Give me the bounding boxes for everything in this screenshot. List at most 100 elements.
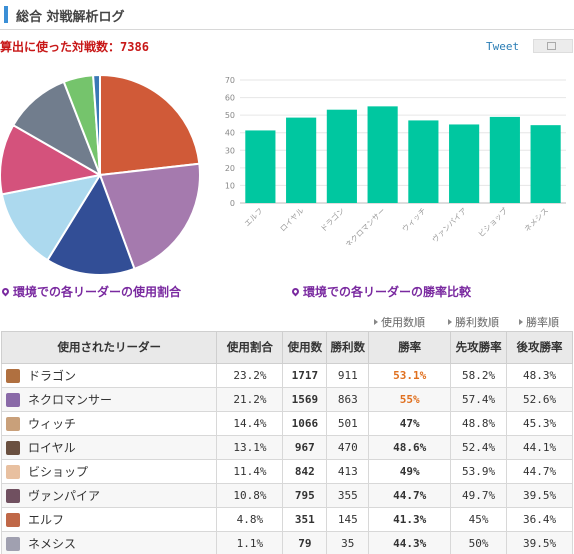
- bar: [489, 116, 520, 203]
- x-tick-label: ロイヤル: [278, 206, 306, 234]
- sort-label: 勝利数順: [455, 316, 499, 329]
- rate-cell: 53.1%: [368, 363, 452, 388]
- col-wins: 勝利数: [326, 331, 370, 364]
- second-rate-cell: 48.3%: [506, 363, 573, 388]
- second-rate-cell: 39.5%: [506, 531, 573, 554]
- x-tick-label: ネクロマンサー: [344, 206, 387, 245]
- wins-cell: 35: [326, 531, 370, 554]
- y-tick-label: 10: [225, 181, 235, 190]
- wins-cell: 863: [326, 387, 370, 412]
- rate-cell: 55%: [368, 387, 452, 412]
- leader-avatar: [6, 441, 20, 455]
- table-row: ビショップ 11.4% 842 413 49% 53.9% 44.7%: [0, 459, 573, 484]
- second-rate-cell: 44.1%: [506, 435, 573, 460]
- pie-slice: [0, 173, 103, 262]
- second-rate-cell: 52.6%: [506, 387, 573, 412]
- bar: [530, 125, 561, 203]
- leader-avatar: [6, 465, 20, 479]
- sort-by-wins[interactable]: 勝利数順: [448, 314, 499, 330]
- col-second-rate: 後攻勝率: [506, 331, 573, 364]
- tweet-link[interactable]: Tweet: [486, 40, 520, 53]
- x-tick-label: ネメシス: [522, 206, 550, 234]
- wins-cell: 501: [326, 411, 370, 436]
- table-row: ヴァンパイア 10.8% 795 355 44.7% 49.7% 39.5%: [0, 483, 573, 508]
- bar: [326, 109, 357, 203]
- share-cell: 10.8%: [216, 483, 284, 508]
- col-leader: 使用されたリーダー: [0, 331, 218, 364]
- leader-name: ネクロマンサー: [28, 393, 113, 407]
- used-cell: 79: [282, 531, 328, 554]
- rate-cell: 44.3%: [368, 531, 452, 554]
- map-pin-icon: [290, 286, 301, 297]
- share-cell: 21.2%: [216, 387, 284, 412]
- sort-label: 使用数順: [381, 316, 425, 329]
- pie-slice: [11, 80, 102, 178]
- triangle-right-icon: [374, 319, 378, 325]
- leader-cell[interactable]: ネクロマンサー: [0, 387, 218, 412]
- bar: [367, 106, 398, 203]
- table-row: ウィッチ 14.4% 1066 501 47% 48.8% 45.3%: [0, 411, 573, 436]
- leader-name: ロイヤル: [28, 441, 76, 455]
- document-icon: [547, 42, 556, 50]
- leader-name: エルフ: [28, 513, 65, 527]
- bar: [245, 130, 276, 203]
- first-rate-cell: 48.8%: [450, 411, 508, 436]
- used-cell: 842: [282, 459, 328, 484]
- table-row: ドラゴン 23.2% 1717 911 53.1% 58.2% 48.3%: [0, 363, 573, 388]
- leader-avatar: [6, 369, 20, 383]
- pie-caption-text: 環境での各リーダーの使用割合: [13, 285, 182, 299]
- rate-cell: 44.7%: [368, 483, 452, 508]
- wins-cell: 413: [326, 459, 370, 484]
- x-tick-label: ヴァンパイア: [430, 205, 469, 244]
- leader-name: ウィッチ: [28, 417, 77, 431]
- second-rate-cell: 45.3%: [506, 411, 573, 436]
- wins-cell: 355: [326, 483, 370, 508]
- usage-pie-chart: [0, 73, 201, 276]
- leader-name: ビショップ: [28, 465, 89, 479]
- sort-label: 勝率順: [526, 316, 559, 329]
- leader-cell[interactable]: エルフ: [0, 507, 218, 532]
- wins-cell: 145: [326, 507, 370, 532]
- pie-slice: [46, 172, 136, 276]
- rate-cell: 48.6%: [368, 435, 452, 460]
- leader-cell[interactable]: ヴァンパイア: [0, 483, 218, 508]
- first-rate-cell: 50%: [450, 531, 508, 554]
- first-rate-cell: 49.7%: [450, 483, 508, 508]
- leader-cell[interactable]: ネメシス: [0, 531, 218, 554]
- header-accent-bar: [4, 6, 8, 23]
- used-cell: 967: [282, 435, 328, 460]
- leader-cell[interactable]: ドラゴン: [0, 363, 218, 388]
- map-pin-icon: [0, 286, 11, 297]
- share-cell: 14.4%: [216, 411, 284, 436]
- leader-avatar: [6, 537, 20, 551]
- leader-cell[interactable]: ビショップ: [0, 459, 218, 484]
- pie-caption: 環境での各リーダーの使用割合: [0, 283, 182, 300]
- rate-cell: 47%: [368, 411, 452, 436]
- leader-cell[interactable]: ウィッチ: [0, 411, 218, 436]
- y-tick-label: 0: [230, 199, 235, 208]
- battle-count: 算出に使った対戦数：7386: [0, 38, 149, 55]
- triangle-right-icon: [519, 319, 523, 325]
- bar-caption: 環境での各リーダーの勝率比較: [290, 283, 471, 300]
- y-tick-label: 40: [225, 129, 235, 138]
- used-cell: 1717: [282, 363, 328, 388]
- share-cell: 1.1%: [216, 531, 284, 554]
- first-rate-cell: 57.4%: [450, 387, 508, 412]
- leader-name: ドラゴン: [28, 369, 77, 383]
- pie-slice: [99, 73, 201, 177]
- share-count-box[interactable]: [533, 39, 573, 53]
- col-share: 使用割合: [216, 331, 284, 364]
- wins-cell: 911: [326, 363, 370, 388]
- x-tick-label: ウィッチ: [400, 206, 428, 234]
- col-used: 使用数: [282, 331, 328, 364]
- battle-count-value: 7386: [120, 40, 149, 54]
- used-cell: 1569: [282, 387, 328, 412]
- sort-by-usage[interactable]: 使用数順: [374, 314, 425, 330]
- table-header-row: 使用されたリーダー 使用割合 使用数 勝利数 勝率 先攻勝率 後攻勝率: [0, 331, 573, 364]
- sort-by-winrate[interactable]: 勝率順: [519, 314, 559, 330]
- used-cell: 1066: [282, 411, 328, 436]
- pie-slice: [0, 123, 103, 196]
- leader-cell[interactable]: ロイヤル: [0, 435, 218, 460]
- table-row: エルフ 4.8% 351 145 41.3% 45% 36.4%: [0, 507, 573, 532]
- y-tick-label: 50: [225, 111, 235, 120]
